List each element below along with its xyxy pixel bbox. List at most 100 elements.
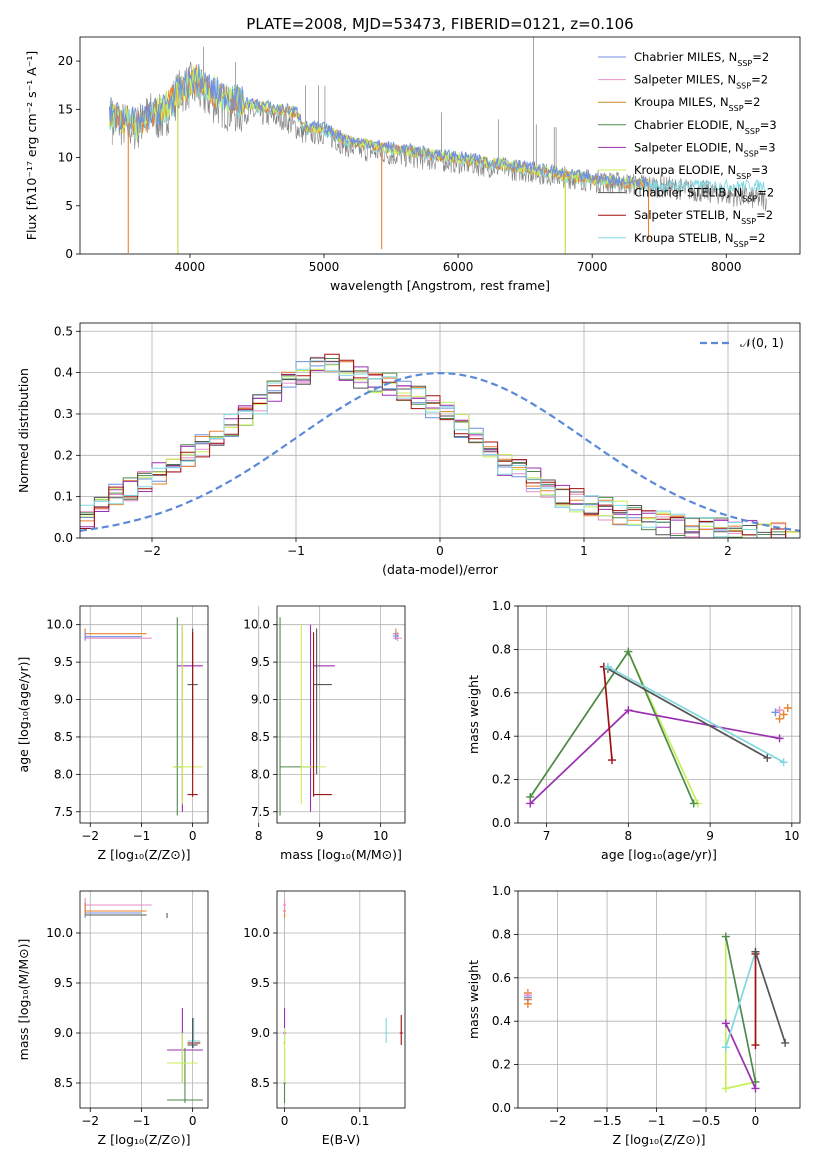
model-spectrum xyxy=(109,70,767,193)
legend-label: Chabrier MILES, NSSP=2 xyxy=(634,50,769,68)
y-tick-label: 8.5 xyxy=(251,1076,270,1090)
spectrum-lines xyxy=(109,37,767,254)
x-tick-label: 4000 xyxy=(175,260,206,274)
x-tick-label: 1 xyxy=(580,544,588,558)
x-tick-label: 8 xyxy=(255,829,263,843)
weight-series-line xyxy=(724,936,757,1083)
y-tick-label: 9.0 xyxy=(54,693,73,707)
x-tick-label: −0.5 xyxy=(691,1114,720,1128)
figure-title: PLATE=2008, MJD=53473, FIBERID=0121, z=0… xyxy=(246,15,633,33)
age-weight-axes: 7 8 9 10 0.0 0.2 0.4 0.6 0.8 1.0 age [log₁₀(age/yr… xyxy=(466,599,800,862)
legend-label: Kroupa STELIB, NSSP=2 xyxy=(634,231,765,249)
y-tick-label: 7.5 xyxy=(54,805,73,819)
weight-series-line xyxy=(607,668,768,759)
y-tick-label: 0.4 xyxy=(54,366,73,380)
plus-marker xyxy=(721,1019,730,1028)
x-tick-label: 6000 xyxy=(443,260,474,274)
x-tick-label: −1 xyxy=(287,544,305,558)
y-tick-label: 7.5 xyxy=(251,805,270,819)
y-tick-label: 8.5 xyxy=(251,730,270,744)
plus-marker xyxy=(779,710,788,719)
z-mass-marks xyxy=(84,898,203,1103)
y-tick-label: 0.0 xyxy=(492,1101,511,1115)
y-tick-label: 0.2 xyxy=(54,448,73,462)
x-tick-label: 10 xyxy=(373,829,388,843)
spectrum-axes: 4000 5000 6000 7000 8000 0 5 10 15 20 wavelength [… xyxy=(24,51,742,293)
plus-marker xyxy=(779,758,788,767)
x-tick-label: −1 xyxy=(648,1114,666,1128)
y-axis-label: Flux [fλ10⁻¹⁷ erg cm⁻² s⁻¹ A⁻¹] xyxy=(24,51,39,240)
plus-marker xyxy=(721,932,730,941)
x-tick-label: 8000 xyxy=(711,260,742,274)
y-tick-label: 0.8 xyxy=(492,927,511,941)
y-tick-label: 0.8 xyxy=(492,642,511,656)
y-tick-label: 9.5 xyxy=(251,655,270,669)
plus-marker xyxy=(721,1084,730,1093)
x-axis-label: Z [log₁₀(Z/Z⊙)] xyxy=(98,1132,191,1147)
residual-hists xyxy=(80,353,800,538)
y-tick-label: 0.0 xyxy=(492,816,511,830)
x-tick-label: 0 xyxy=(752,1114,760,1128)
legend-subscript: SSP xyxy=(742,194,757,203)
y-tick-label: 8.0 xyxy=(251,767,270,781)
legend-label: Chabrier ELODIE, NSSP=3 xyxy=(634,118,777,136)
y-tick-label: 0 xyxy=(65,247,73,261)
x-tick-label: 7 xyxy=(543,829,551,843)
z-weight-marks xyxy=(523,932,790,1093)
y-tick-label: 0.6 xyxy=(492,971,511,985)
legend-label: Salpeter MILES, NSSP=2 xyxy=(634,73,768,91)
x-tick-label: −1 xyxy=(133,1114,151,1128)
x-axis-label: (data-model)/error xyxy=(382,562,499,577)
x-tick-label: 5000 xyxy=(309,260,340,274)
y-tick-label: 8.5 xyxy=(54,730,73,744)
weight-series-line xyxy=(725,1023,757,1089)
legend-label: Chabrier STELIB, NSSP=2 xyxy=(634,186,774,204)
y-tick-label: 9.0 xyxy=(251,1026,270,1040)
weight-series-line xyxy=(529,709,780,805)
plus-marker xyxy=(624,706,633,715)
legend-suffix: =3 xyxy=(759,140,776,154)
legend-suffix: =2 xyxy=(757,186,774,200)
y-axis-label: mass weight xyxy=(466,960,481,1039)
x-axis-label: wavelength [Angstrom, rest frame] xyxy=(330,278,550,293)
x-tick-label: 0 xyxy=(189,829,197,843)
plus-marker xyxy=(603,662,612,671)
plus-marker xyxy=(775,734,784,743)
ebv-mass-frame xyxy=(276,890,406,1109)
x-tick-label: 0 xyxy=(189,1114,197,1128)
legend-suffix: =3 xyxy=(751,163,768,177)
legend-suffix: =2 xyxy=(756,208,773,222)
y-tick-label: 0.4 xyxy=(492,729,511,743)
x-tick-label: −2 xyxy=(143,544,161,558)
age-weight-marks xyxy=(526,647,792,808)
spectrum-legend: Chabrier MILES, NSSP=2 Salpeter MILES, NS… xyxy=(598,50,777,248)
mass-age-axes: 8 9 10 7.5 8.0 8.5 9.0 9.5 10.0 mass [log₁₀(M/M⊙)… xyxy=(243,606,405,862)
plus-marker xyxy=(751,1084,760,1093)
y-tick-label: 0.3 xyxy=(54,407,73,421)
mass-age-frame xyxy=(276,605,406,824)
z-age-marks xyxy=(84,617,203,816)
x-axis-label: age [log₁₀(age/yr)] xyxy=(601,847,717,862)
plus-marker xyxy=(526,799,535,808)
y-tick-label: 0.4 xyxy=(492,1014,511,1028)
y-tick-label: 5 xyxy=(65,199,73,213)
y-tick-label: 1.0 xyxy=(492,599,511,613)
y-tick-label: 0.2 xyxy=(492,773,511,787)
model-spectrum xyxy=(109,65,649,189)
x-tick-label: 9 xyxy=(316,829,324,843)
y-axis-label: mass [log₁₀(M/M⊙)] xyxy=(16,939,31,1061)
legend-label: 𝒩(0, 1) xyxy=(740,336,784,350)
weight-series-line xyxy=(602,666,613,761)
legend-subscript: SSP xyxy=(741,217,756,226)
y-tick-label: 20 xyxy=(58,54,73,68)
x-tick-label: 0 xyxy=(436,544,444,558)
z-mass-frame xyxy=(79,890,209,1109)
y-tick-label: 9.0 xyxy=(251,693,270,707)
y-axis-label: Normed distribution xyxy=(16,368,31,493)
x-tick-label: −2 xyxy=(81,829,99,843)
plus-marker xyxy=(523,991,532,1000)
legend-subscript: SSP xyxy=(734,239,749,248)
y-axis-label: age [log₁₀(age/yr)] xyxy=(16,657,31,773)
plus-marker xyxy=(624,647,633,656)
